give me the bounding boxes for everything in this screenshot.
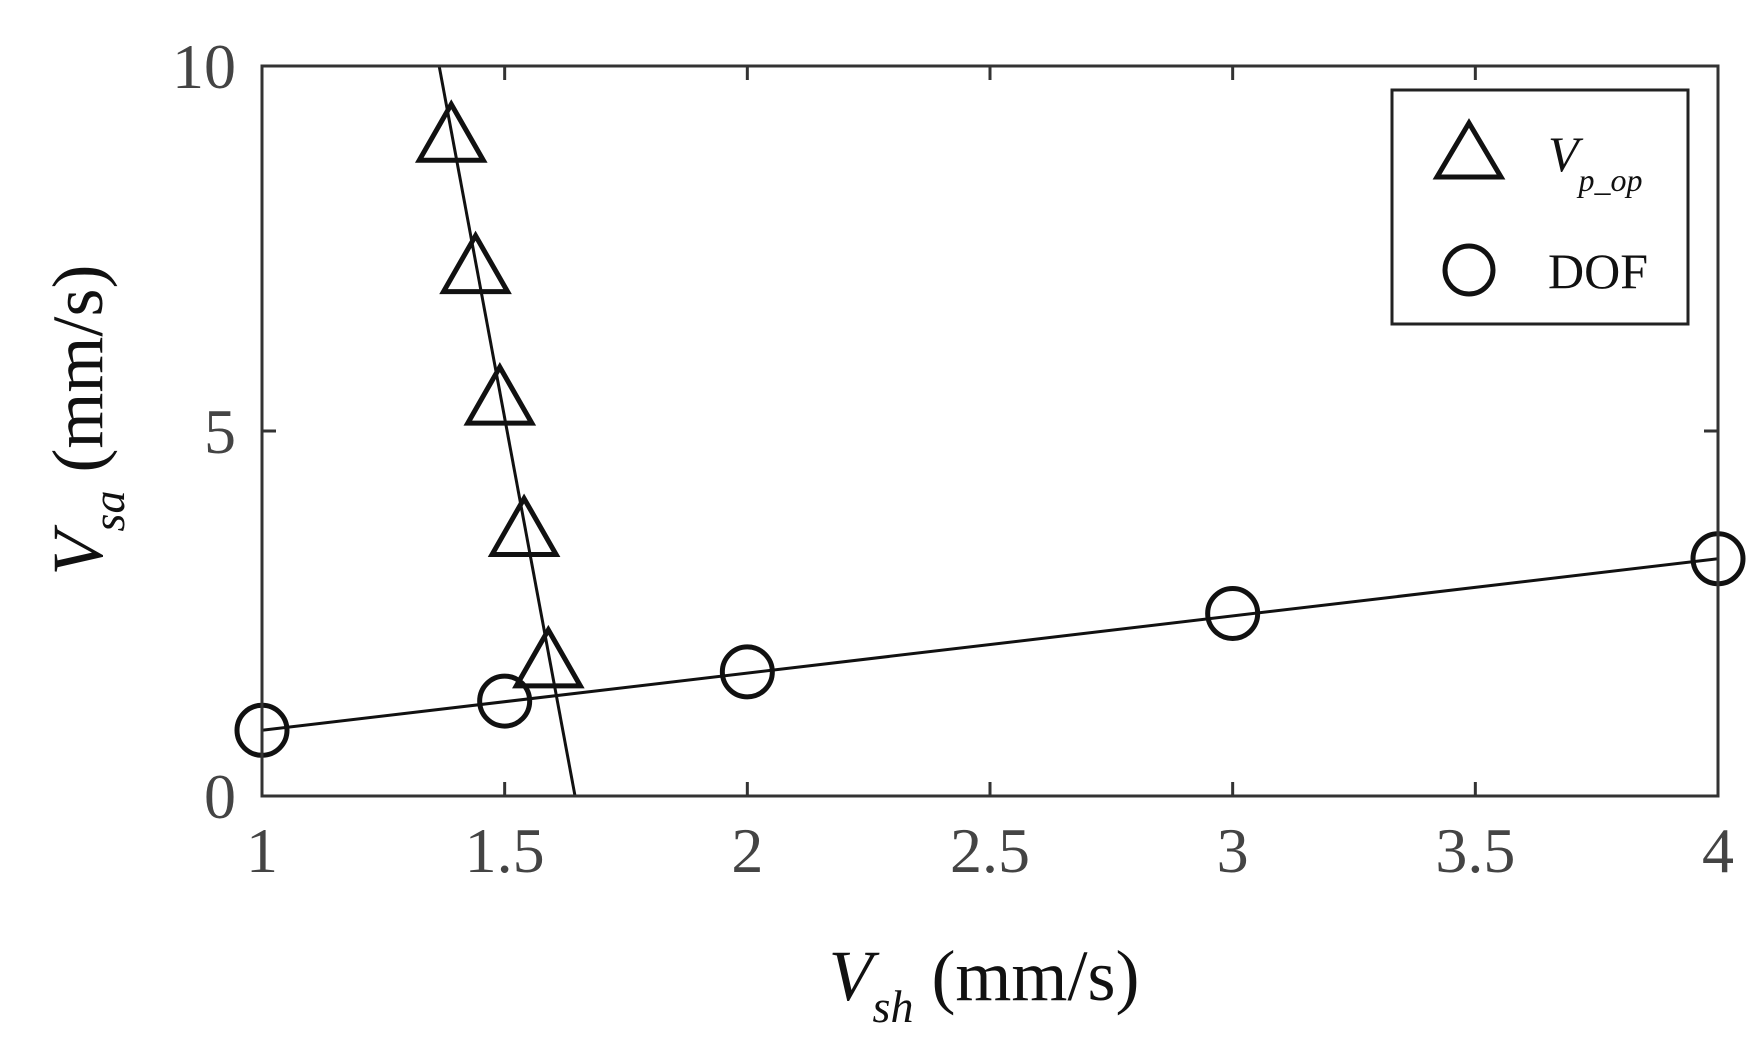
- legend-vpop-symbol: V: [1548, 126, 1584, 182]
- triangle-marker-4: [512, 624, 585, 689]
- triangle-marker-3: [487, 493, 561, 557]
- legend-triangle-marker: [1432, 118, 1506, 180]
- x-axis-unit: (mm/s): [913, 936, 1139, 1016]
- fit-line-triangle: [437, 66, 577, 796]
- plot-content: [262, 66, 1718, 796]
- legend: Vp_op DOF: [1390, 88, 1690, 326]
- x-tick-label: 1: [246, 815, 278, 886]
- x-tick-label: 2.5: [950, 815, 1030, 886]
- x-tick-label: 3: [1217, 815, 1249, 886]
- legend-label-dof: DOF: [1548, 243, 1648, 299]
- x-tick-label: 1.5: [465, 815, 545, 886]
- x-axis-symbol: V: [829, 936, 880, 1016]
- circle-marker-1: [477, 673, 533, 729]
- y-tick-label: 0: [204, 761, 236, 832]
- circle-marker-3: [1205, 586, 1261, 641]
- x-axis-subscript: sh: [873, 981, 914, 1032]
- fit-line-circle: [262, 557, 1718, 732]
- x-tick-label: 2: [731, 815, 763, 886]
- y-tick-label: 5: [204, 396, 236, 467]
- y-axis-title-group: Vsa (mm/s): [38, 265, 134, 576]
- x-tick-label: 3.5: [1435, 815, 1515, 886]
- circle-marker-2: [719, 644, 775, 700]
- y-axis-ticks: 0 5 10: [172, 31, 1718, 832]
- triangle-marker-0: [414, 99, 488, 163]
- legend-label-vpop: Vp_op: [1548, 126, 1643, 198]
- triangle-marker-1: [439, 230, 512, 295]
- y-axis-subscript: sa: [83, 491, 134, 532]
- x-tick-label: 4: [1702, 815, 1734, 886]
- y-axis-symbol: V: [38, 524, 118, 575]
- legend-circle-marker: [1442, 243, 1496, 297]
- y-tick-label: 10: [172, 31, 236, 102]
- x-axis-ticks: 1 1.5 2 2.5 3 3.5 4: [246, 66, 1734, 886]
- legend-vpop-subscript: p_op: [1577, 162, 1643, 198]
- triangle-marker-2: [463, 362, 537, 426]
- x-axis-title: Vsh (mm/s): [829, 936, 1140, 1032]
- y-axis-unit: (mm/s): [38, 265, 118, 491]
- legend-box: [1390, 88, 1690, 326]
- y-axis-title: Vsa (mm/s): [38, 265, 134, 576]
